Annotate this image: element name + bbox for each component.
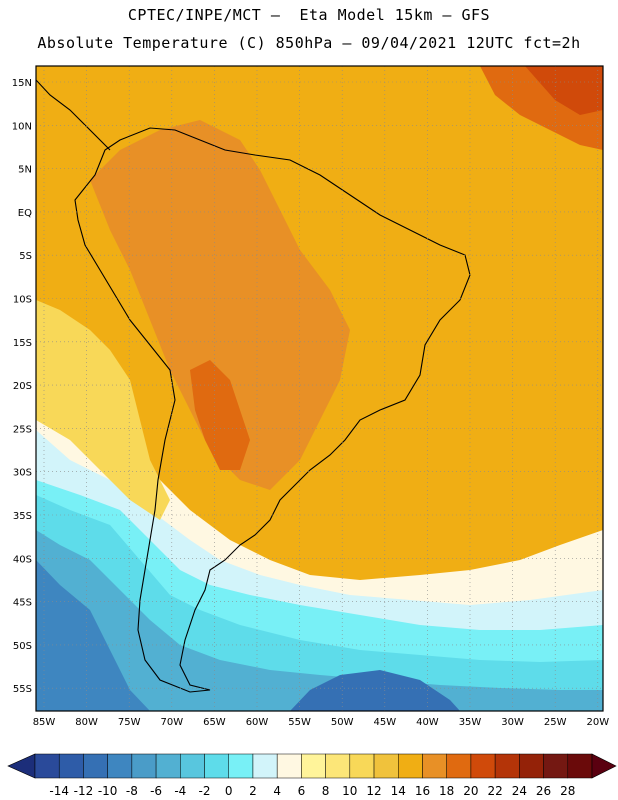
colorbar-level-label: -14 [49, 784, 69, 798]
colorbar-swatch [58, 753, 84, 779]
colorbar-level-label: -12 [74, 784, 94, 798]
south-america-outline [74, 127, 471, 693]
map-title: CPTEC/INPE/MCT – Eta Model 15km – GFS [127, 6, 491, 24]
colorbar-swatch [470, 753, 496, 779]
lat-tick-label: EQ [18, 208, 32, 219]
lat-tick-label: 30S [13, 468, 32, 479]
central-america-outline [36, 79, 111, 151]
colorbar-swatch [34, 753, 60, 779]
lon-tick-label: 85W [33, 717, 56, 728]
colorbar-level-label: 4 [273, 784, 281, 798]
lat-tick-label: 15S [13, 338, 32, 349]
lon-tick-label: 60W [246, 717, 269, 728]
colorbar-level-label: 8 [322, 784, 330, 798]
lat-tick-label: 50S [13, 641, 32, 652]
contour-20 [525, 66, 603, 115]
colorbar-swatch [83, 753, 108, 779]
colorbar-swatch [107, 753, 133, 779]
colorbar-level-label: 16 [415, 784, 430, 798]
colorbar-level-label: 6 [298, 784, 306, 798]
colorbar-swatch [204, 753, 229, 779]
colorbar-level-label: -10 [98, 784, 118, 798]
contour-16 [190, 360, 250, 470]
lat-tick-label: 15N [12, 78, 32, 89]
colorbar-right-arrow [591, 753, 617, 779]
colorbar-level-label: 28 [560, 784, 575, 798]
colorbar-level-label: 22 [487, 784, 502, 798]
colorbar-level-label: 18 [439, 784, 454, 798]
contour-8 [36, 530, 603, 711]
colorbar-swatch [349, 753, 375, 779]
lat-tick-label: 40S [13, 554, 32, 565]
colorbar-level-label: 14 [391, 784, 406, 798]
contour-14 [90, 120, 350, 490]
colorbar-level-label: 12 [366, 784, 381, 798]
colorbar-level-label: 24 [512, 784, 527, 798]
colorbar-swatch [325, 753, 351, 779]
colorbar-level-label: -6 [150, 784, 162, 798]
colorbar-level-label: 2 [249, 784, 257, 798]
lat-tick-label: 10S [13, 295, 32, 306]
colorbar-swatch [252, 753, 278, 779]
map-frame [35, 65, 604, 712]
lat-tick-label: 45S [13, 598, 32, 609]
colorbar-swatch [228, 753, 254, 779]
lon-tick-label: 40W [416, 717, 439, 728]
colorbar-swatch [543, 753, 569, 779]
lon-tick-label: 45W [373, 717, 396, 728]
lon-tick-label: 80W [75, 717, 98, 728]
lat-tick-label: 25S [13, 424, 32, 435]
colorbar-swatch [519, 753, 544, 779]
colorbar-swatch [373, 753, 399, 779]
lon-tick-label: 30W [501, 717, 524, 728]
graticule [36, 66, 603, 711]
colorbar-swatch [301, 753, 326, 779]
colorbar-swatch [422, 753, 447, 779]
longitude-labels: 85W 80W 75W 70W 65W 60W 55W 50W 45W 40W 35W 30W 25W 2… [33, 717, 610, 728]
lat-tick-label: 35S [13, 511, 32, 522]
colorbar-level-label: 10 [342, 784, 357, 798]
lat-tick-label: 20S [13, 381, 32, 392]
colorbar [7, 753, 617, 779]
colorbar-swatch [180, 753, 205, 779]
contour-12 [290, 670, 460, 711]
lon-tick-label: 55W [288, 717, 311, 728]
lat-tick-label: 10N [12, 121, 32, 132]
colorbar-swatch [276, 753, 302, 779]
lon-tick-label: 65W [203, 717, 226, 728]
contour-10 [36, 560, 150, 711]
colorbar-level-label: 26 [536, 784, 551, 798]
lon-tick-label: 25W [544, 717, 567, 728]
colorbar-swatch [494, 753, 520, 779]
colorbar-level-label: 0 [225, 784, 233, 798]
lat-tick-label: 5N [18, 165, 32, 176]
colorbar-left-arrow [7, 753, 36, 779]
coastline [36, 79, 471, 693]
lon-tick-label: 75W [118, 717, 141, 728]
colorbar-swatch [398, 753, 423, 779]
colorbar-level-label: -2 [199, 784, 211, 798]
colorbar-level-label: -8 [126, 784, 138, 798]
lon-tick-label: 50W [331, 717, 354, 728]
contour-22 [36, 300, 170, 520]
colorbar-swatch [155, 753, 181, 779]
lon-tick-label: 20W [586, 717, 609, 728]
lat-tick-label: 5S [19, 251, 32, 262]
latitude-labels: 15N 10N 5N EQ 5S 10S 15S 20S 25S 30S 35S 40S 45S 50S 5… [12, 78, 32, 695]
colorbar-swatch [131, 753, 157, 779]
colorbar-labels: -14 -12 -10 -8 -6 -4 -2 0 2 4 6 8 10 12 14 16 18 20 22 24 26… [49, 784, 575, 798]
colorbar-level-label: 20 [463, 784, 478, 798]
colorbar-level-label: -4 [174, 784, 186, 798]
colorbar-swatch [567, 753, 593, 779]
colorbar-swatch [446, 753, 472, 779]
lon-tick-label: 35W [459, 717, 482, 728]
map-subtitle: Absolute Temperature (C) 850hPa – 09/04/… [37, 34, 581, 52]
lon-tick-label: 70W [160, 717, 183, 728]
lat-tick-label: 55S [13, 684, 32, 695]
temperature-field [36, 66, 603, 711]
